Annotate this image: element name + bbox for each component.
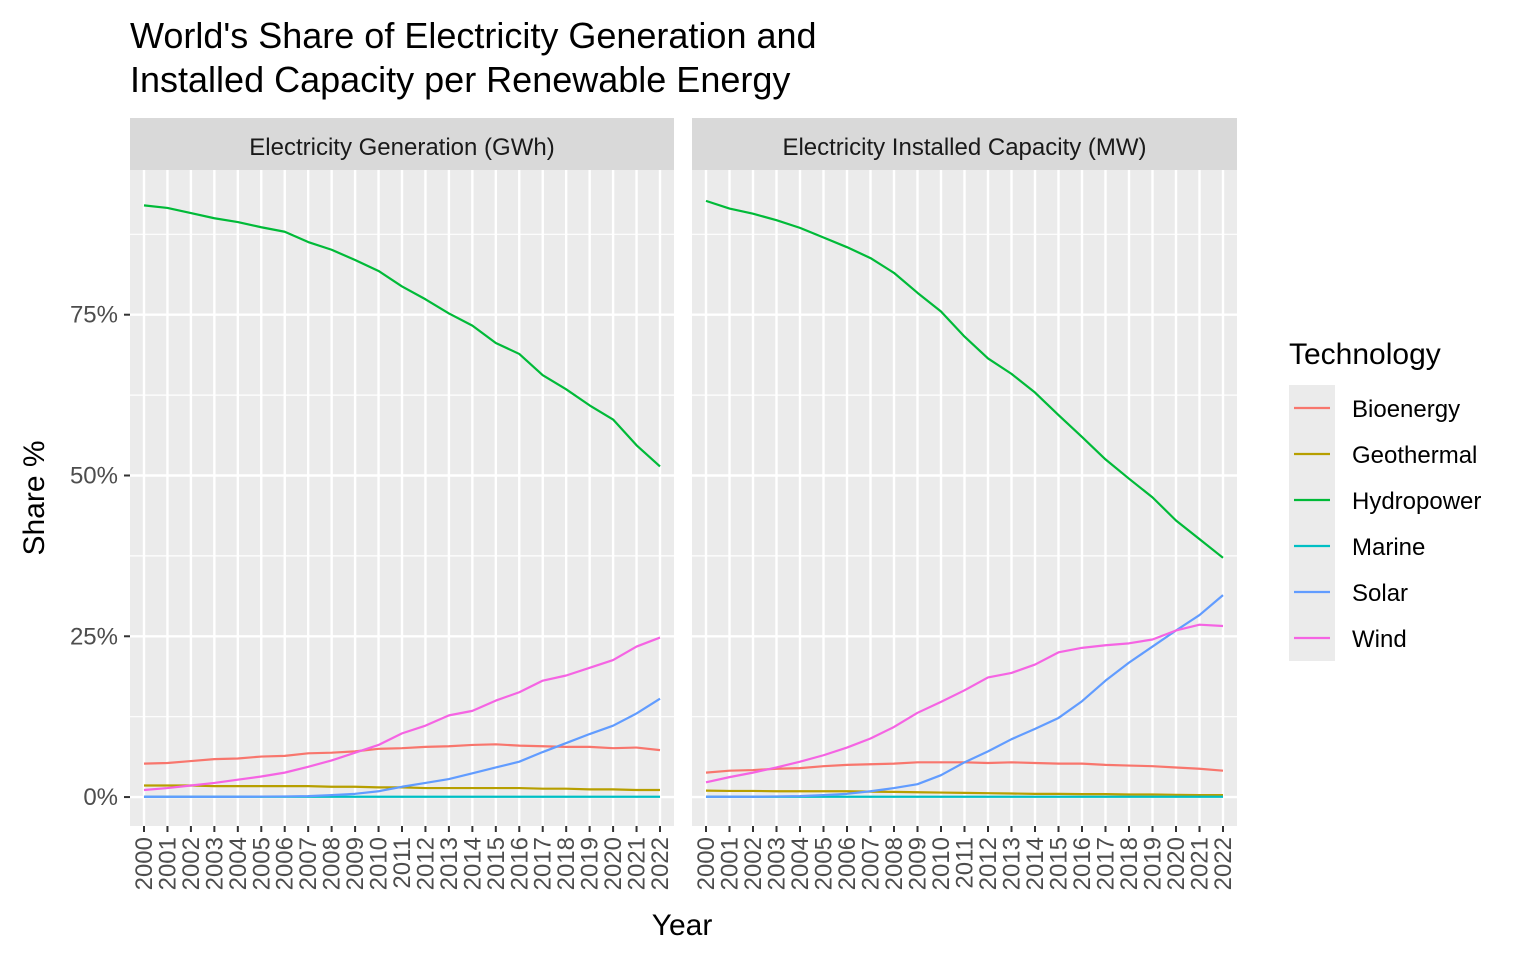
x-tick-label: 2013 xyxy=(436,837,463,890)
chart-title-line-2: Installed Capacity per Renewable Energy xyxy=(130,59,790,100)
chart-title-line-1: World's Share of Electricity Generation … xyxy=(130,15,817,56)
x-tick-label: 2001 xyxy=(717,837,744,890)
x-tick-label: 2008 xyxy=(881,837,908,890)
legend-item-label: Bioenergy xyxy=(1352,396,1460,423)
x-axis-label: Year xyxy=(652,909,713,942)
x-tick-label: 2005 xyxy=(811,837,838,890)
x-tick-label: 2022 xyxy=(1210,837,1237,890)
x-tick-label: 2005 xyxy=(248,837,275,890)
series-line-geothermal xyxy=(705,789,1223,797)
x-tick-label: 2007 xyxy=(858,837,885,890)
x-tick-label: 2015 xyxy=(483,837,510,890)
x-tick-label: 2010 xyxy=(928,837,955,890)
x-tick-label: 2012 xyxy=(412,837,439,890)
x-tick-label: 2009 xyxy=(342,837,369,890)
facet-strip-label: Electricity Generation (GWh) xyxy=(249,134,554,161)
x-tick-label: 2017 xyxy=(530,837,557,890)
x-tick-label: 2006 xyxy=(272,837,299,890)
x-tick-label: 2004 xyxy=(225,837,252,890)
x-tick-label: 2000 xyxy=(131,837,158,890)
x-tick-label: 2021 xyxy=(624,837,651,890)
x-tick-label: 2017 xyxy=(1093,837,1120,890)
x-tick-label: 2011 xyxy=(389,837,416,889)
x-tick-label: 2003 xyxy=(201,837,228,890)
x-tick-label: 2002 xyxy=(178,837,205,890)
series-line-solar xyxy=(706,594,1224,798)
x-tick-label: 2012 xyxy=(975,837,1002,890)
legend-item-label: Marine xyxy=(1352,534,1425,561)
x-tick-label: 2010 xyxy=(366,837,393,890)
x-tick-label: 2014 xyxy=(459,837,486,890)
x-tick-label: 2022 xyxy=(647,837,674,890)
x-tick-label: 2018 xyxy=(553,837,580,890)
series-line-bioenergy xyxy=(143,743,661,765)
x-tick-label: 2015 xyxy=(1046,837,1073,890)
x-tick-label: 2003 xyxy=(764,837,791,890)
legend-item-label: Solar xyxy=(1352,580,1408,607)
facet-strip xyxy=(130,118,674,170)
x-tick-label: 2000 xyxy=(693,837,720,890)
facet-strip-label: Electricity Installed Capacity (MW) xyxy=(782,134,1146,161)
x-tick-label: 2008 xyxy=(319,837,346,890)
y-axis-label: Share % xyxy=(18,440,51,555)
panels-layer: Electricity Generation (GWh)200020012002… xyxy=(70,118,1237,890)
x-tick-label: 2002 xyxy=(740,837,767,890)
series-line-wind xyxy=(143,636,661,792)
legend-title: Technology xyxy=(1289,338,1441,371)
y-tick-label: 25% xyxy=(70,623,118,650)
series-line-wind xyxy=(705,623,1224,784)
series-line-hydropower xyxy=(143,204,661,468)
x-tick-label: 2019 xyxy=(1140,837,1167,890)
x-tick-label: 2016 xyxy=(1069,837,1096,890)
y-tick-label: 50% xyxy=(70,462,118,489)
x-tick-label: 2020 xyxy=(600,837,627,890)
y-tick-label: 75% xyxy=(70,302,118,329)
y-tick-label: 0% xyxy=(83,784,118,811)
x-tick-label: 2011 xyxy=(952,837,979,889)
series-line-hydropower xyxy=(705,199,1224,559)
x-tick-label: 2021 xyxy=(1187,837,1214,890)
x-tick-label: 2014 xyxy=(1022,837,1049,890)
x-tick-label: 2006 xyxy=(834,837,861,890)
legend-item-label: Geothermal xyxy=(1352,442,1477,469)
legend-item-label: Wind xyxy=(1352,626,1407,653)
facet-strip xyxy=(692,118,1237,170)
legend: Technology Bioenergy Geothermal Hydropower… xyxy=(1289,338,1481,661)
x-tick-label: 2013 xyxy=(999,837,1026,890)
x-tick-label: 2004 xyxy=(787,837,814,890)
x-tick-label: 2020 xyxy=(1163,837,1190,890)
x-tick-label: 2016 xyxy=(506,837,533,890)
x-tick-label: 2019 xyxy=(577,837,604,890)
x-tick-label: 2001 xyxy=(154,837,181,890)
x-tick-label: 2009 xyxy=(905,837,932,890)
x-tick-label: 2018 xyxy=(1116,837,1143,890)
x-tick-label: 2007 xyxy=(295,837,322,890)
facet-panel-1: Electricity Generation (GWh) 200020012002… xyxy=(70,118,674,890)
series-line-solar xyxy=(144,697,661,798)
facet-panel-2: Electricity Installed Capacity (MW)20002… xyxy=(692,118,1237,890)
legend-item-label: Hydropower xyxy=(1352,488,1481,515)
